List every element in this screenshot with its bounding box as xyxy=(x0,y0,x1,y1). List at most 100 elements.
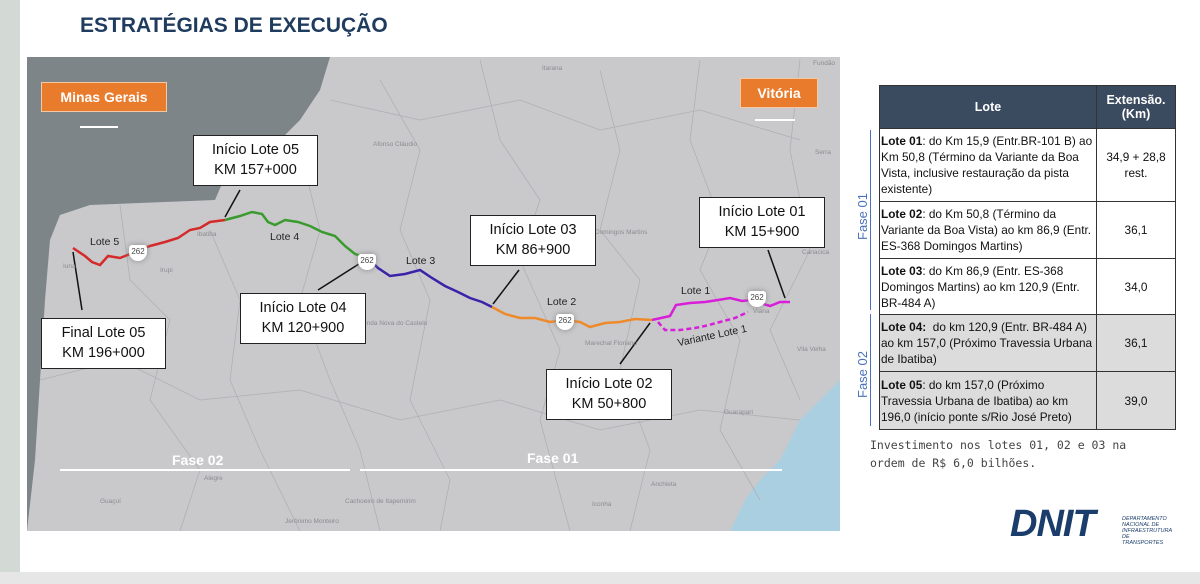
fase-02-label: Fase 02 xyxy=(172,452,224,468)
town-label: Venda Nova do Castelo xyxy=(359,320,428,327)
map-graphics xyxy=(27,57,840,531)
extensao-cell: 36,1 xyxy=(1096,201,1176,259)
callout-inicio-lote-01: Início Lote 01 KM 15+900 xyxy=(699,197,825,248)
callout-arrows xyxy=(72,189,786,365)
lote-description: : do Km 50,8 (Término da Variante da Boa… xyxy=(881,207,1092,253)
extensao-cell: 39,0 xyxy=(1096,371,1176,430)
callout-title: Início Lote 04 xyxy=(259,300,347,316)
lote-description: : do Km 15,9 (Entr.BR-101 B) ao Km 50,8 … xyxy=(881,134,1093,196)
town-label: Iconha xyxy=(592,501,612,508)
vitoria-label: Vitória xyxy=(740,78,818,108)
lote-name: Lote 02 xyxy=(881,207,923,221)
highway-shield-icon: 262 xyxy=(129,245,147,261)
town-label: Guaçuí xyxy=(100,498,121,505)
route-label-lote-1: Lote 1 xyxy=(681,285,711,297)
town-label: Marechal Floriano xyxy=(585,340,638,347)
extensao-cell: 36,1 xyxy=(1096,314,1176,372)
route-map: Itarana Fundão Afonso Cláudio Serra Ibat… xyxy=(27,57,840,531)
left-strip xyxy=(0,0,20,584)
fase-arrows xyxy=(60,119,795,471)
header-lote: Lote xyxy=(879,85,1097,129)
table-row: Lote 04: do km 120,9 (Entr. BR-484 A) ao… xyxy=(879,314,1176,372)
callout-title: Início Lote 03 xyxy=(489,222,577,238)
town-label: Ibatiba xyxy=(197,231,217,238)
fase-01-label: Fase 01 xyxy=(527,450,579,466)
callout-km: KM 15+900 xyxy=(724,224,800,240)
route-label-lote-4: Lote 4 xyxy=(270,231,300,243)
town-label: Jerônimo Monteiro xyxy=(285,518,339,525)
town-label: Itarana xyxy=(542,65,563,72)
minas-gerais-label: Minas Gerais xyxy=(41,82,167,112)
town-label: Domingos Martins xyxy=(595,229,648,236)
town-label: Iuna xyxy=(63,263,76,270)
highway-shield-icon: 262 xyxy=(358,254,376,270)
lote-cell: Lote 04: do km 120,9 (Entr. BR-484 A) ao… xyxy=(879,314,1097,372)
callout-inicio-lote-05: Início Lote 05 KM 157+000 xyxy=(193,135,318,186)
callout-final-lote-05: Final Lote 05 KM 196+000 xyxy=(41,318,166,369)
lote-name: Lote 05 xyxy=(881,377,923,392)
route-lote-4 xyxy=(224,210,369,260)
extensao-cell: 34,0 xyxy=(1096,258,1176,315)
table-fase-02-label: Fase 02 xyxy=(855,351,870,398)
lote-description: : do Km 86,9 (Entr. ES-368 Domingos Mart… xyxy=(881,263,1080,310)
callout-title: Início Lote 02 xyxy=(565,376,653,392)
route-label-lote-5: Lote 5 xyxy=(90,236,120,248)
lote-name: Lote 04: xyxy=(881,320,927,334)
lote-name: Lote 01 xyxy=(881,134,923,148)
callout-title: Final Lote 05 xyxy=(61,325,146,341)
town-label: Alegre xyxy=(204,475,223,482)
lote-cell: Lote 03: do Km 86,9 (Entr. ES-368 Doming… xyxy=(879,258,1097,315)
bottom-bar xyxy=(0,572,1200,584)
lote-name: Lote 03 xyxy=(881,263,923,278)
town-label: Afonso Cláudio xyxy=(373,141,418,148)
investment-note: Investimento nos lotes 01, 02 e 03 na or… xyxy=(870,438,1127,470)
callout-title: Início Lote 01 xyxy=(718,204,806,220)
lote-cell: Lote 05: do km 157,0 (Próximo Travessia … xyxy=(879,371,1097,430)
extensao-cell: 34,9 + 28,8 rest. xyxy=(1096,128,1176,202)
fase-02-bracket xyxy=(870,314,871,426)
town-label: Serra xyxy=(815,149,831,156)
route-lote-3 xyxy=(367,257,493,309)
callout-km: KM 196+000 xyxy=(62,345,145,361)
town-label: Vila Velha xyxy=(797,346,826,353)
route-label-lote-2: Lote 2 xyxy=(547,296,577,308)
town-label: Cariacica xyxy=(802,249,830,256)
header-extensao: Extensão. (Km) xyxy=(1096,85,1176,129)
highway-shield-icon: 262 xyxy=(748,291,766,307)
table-row: Lote 05: do km 157,0 (Próximo Travessia … xyxy=(879,371,1176,430)
route-label-lote-3: Lote 3 xyxy=(406,255,436,267)
callout-inicio-lote-03: Início Lote 03 KM 86+900 xyxy=(470,215,596,266)
dnit-logo: DNIT xyxy=(1010,503,1096,545)
callout-km: KM 157+000 xyxy=(214,162,297,178)
page-title: ESTRATÉGIAS DE EXECUÇÃO xyxy=(80,14,388,37)
callout-km: KM 120+900 xyxy=(261,320,345,336)
dnit-logo-subtitle: DEPARTAMENTO NACIONAL DE INFRAESTRUTURA … xyxy=(1122,516,1172,546)
callout-title: Início Lote 05 xyxy=(211,142,300,158)
highway-shield-icon: 262 xyxy=(556,314,574,330)
table-row: Lote 03: do Km 86,9 (Entr. ES-368 Doming… xyxy=(879,258,1176,315)
table-fase-01-label: Fase 01 xyxy=(855,193,870,240)
table-header-row: Lote Extensão. (Km) xyxy=(879,85,1176,129)
route-lote-1 xyxy=(651,296,790,322)
town-label: Anchieta xyxy=(651,481,677,488)
callout-km: KM 50+800 xyxy=(571,396,647,412)
fase-01-bracket xyxy=(870,130,871,310)
town-label: Viana xyxy=(753,308,770,315)
minas-gerais-region xyxy=(27,57,330,531)
lote-description: : do km 157,0 (Próximo Travessia Urbana … xyxy=(881,377,1072,424)
callout-inicio-lote-04: Início Lote 04 KM 120+900 xyxy=(240,293,366,344)
ocean xyxy=(730,380,840,531)
lotes-table: Lote Extensão. (Km) Lote 01: do Km 15,9 … xyxy=(879,85,1176,430)
table-row: Lote 02: do Km 50,8 (Término da Variante… xyxy=(879,201,1176,259)
lote-cell: Lote 01: do Km 15,9 (Entr.BR-101 B) ao K… xyxy=(879,128,1097,202)
town-label: Irupi xyxy=(160,267,173,274)
town-label: Cachoeiro de Itapemirim xyxy=(345,498,416,505)
lote-description: do km 120,9 (Entr. BR-484 A) ao km 157,0… xyxy=(881,320,1096,366)
municipal-borders xyxy=(39,59,811,531)
table-row: Lote 01: do Km 15,9 (Entr.BR-101 B) ao K… xyxy=(879,128,1176,202)
callout-inicio-lote-02: Início Lote 02 KM 50+800 xyxy=(546,369,672,420)
callout-km: KM 86+900 xyxy=(495,242,571,258)
lote-cell: Lote 02: do Km 50,8 (Término da Variante… xyxy=(879,201,1097,259)
town-label: Guarapari xyxy=(724,409,753,416)
town-label: Fundão xyxy=(813,60,836,67)
